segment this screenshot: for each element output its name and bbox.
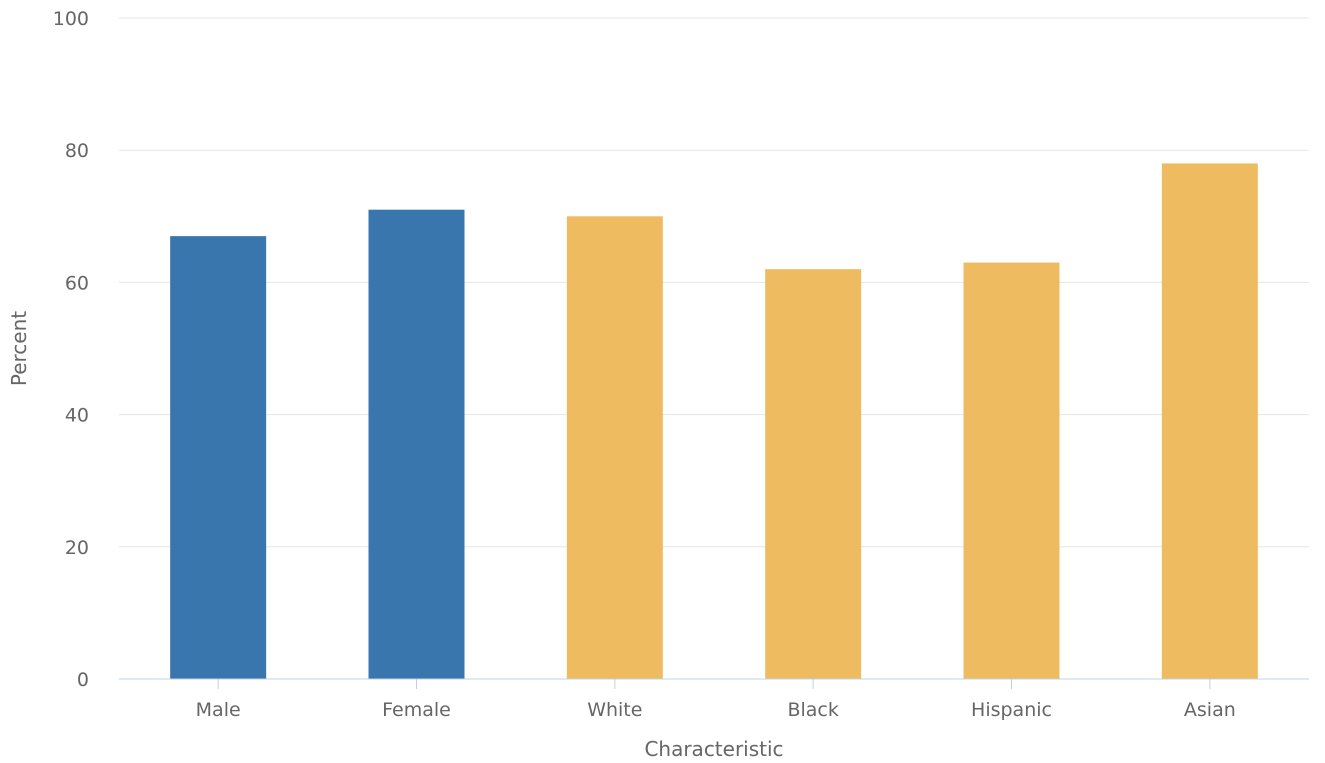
y-tick-label: 0: [77, 669, 89, 691]
y-tick-label: 40: [65, 405, 89, 427]
x-axis-title: Characteristic: [644, 737, 783, 761]
x-tick-label: Asian: [1184, 699, 1236, 721]
x-tick-label: Female: [382, 699, 451, 721]
x-tick-label: Black: [787, 699, 838, 721]
y-tick-label: 100: [53, 8, 89, 30]
bar-asian: [1161, 163, 1258, 680]
y-tick-label: 20: [65, 537, 89, 559]
bars-layer: [170, 163, 1258, 680]
bar-white: [566, 216, 663, 680]
bar-hispanic: [963, 262, 1060, 679]
x-tick-label: Male: [196, 699, 241, 721]
axis-layer: 0 20 40 60 80 100 Male Female White Black Hispanic…: [53, 8, 1309, 721]
bar-female: [368, 209, 465, 679]
x-tick-label: White: [587, 699, 642, 721]
bar-black: [765, 269, 862, 679]
x-tick-label: Hispanic: [971, 699, 1052, 721]
y-axis-title: Percent: [7, 311, 31, 386]
y-tick-label: 80: [65, 140, 89, 162]
grid-layer: [119, 17, 1309, 548]
y-tick-label: 60: [65, 272, 89, 294]
bar-male: [170, 236, 267, 679]
